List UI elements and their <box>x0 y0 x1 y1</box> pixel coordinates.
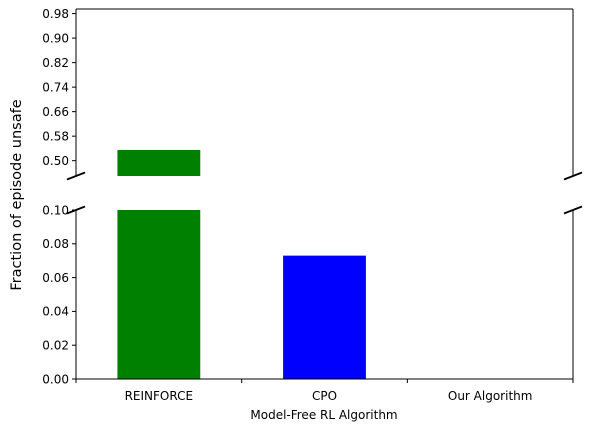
bar-lower-1 <box>283 255 366 379</box>
bar-lower-0 <box>117 210 201 379</box>
x-tick-label-1: CPO <box>312 389 337 403</box>
upper-y-tick-label-5: 0.90 <box>42 31 69 45</box>
break-mark-3 <box>563 205 583 215</box>
bar-upper-0 <box>117 149 201 176</box>
break-mark-1 <box>563 171 583 181</box>
lower-y-tick-label-1: 0.02 <box>42 339 69 353</box>
y-axis-label: Fraction of episode unsafe <box>9 99 25 290</box>
upper-y-tick-label-0: 0.50 <box>42 154 69 168</box>
x-tick-label-0: REINFORCE <box>125 389 193 403</box>
upper-y-tick-label-4: 0.82 <box>42 56 69 70</box>
x-axis: REINFORCE CPO Our Algorithm <box>75 379 574 403</box>
lower-y-tick-label-0: 0.00 <box>42 372 69 386</box>
upper-panel: 0.50 0.58 0.66 0.74 0.82 0.90 0.98 <box>42 7 574 176</box>
lower-y-tick-label-3: 0.06 <box>42 271 69 285</box>
upper-y-tick-label-2: 0.66 <box>42 105 69 119</box>
upper-y-tick-label-6: 0.98 <box>42 7 69 21</box>
break-mark-2 <box>66 205 86 215</box>
lower-panel: 0.00 0.02 0.04 0.06 0.08 0.10 <box>42 203 574 386</box>
break-mark-0 <box>66 171 86 181</box>
upper-y-tick-label-1: 0.58 <box>42 129 69 143</box>
axis-break-marks <box>66 171 583 215</box>
x-tick-label-2: Our Algorithm <box>448 389 533 403</box>
x-axis-label: Model-Free RL Algorithm <box>250 408 397 422</box>
lower-y-tick-label-2: 0.04 <box>42 305 69 319</box>
lower-y-tick-label-4: 0.08 <box>42 237 69 251</box>
lower-y-tick-label-5: 0.10 <box>42 203 69 217</box>
upper-y-tick-label-3: 0.74 <box>42 80 69 94</box>
